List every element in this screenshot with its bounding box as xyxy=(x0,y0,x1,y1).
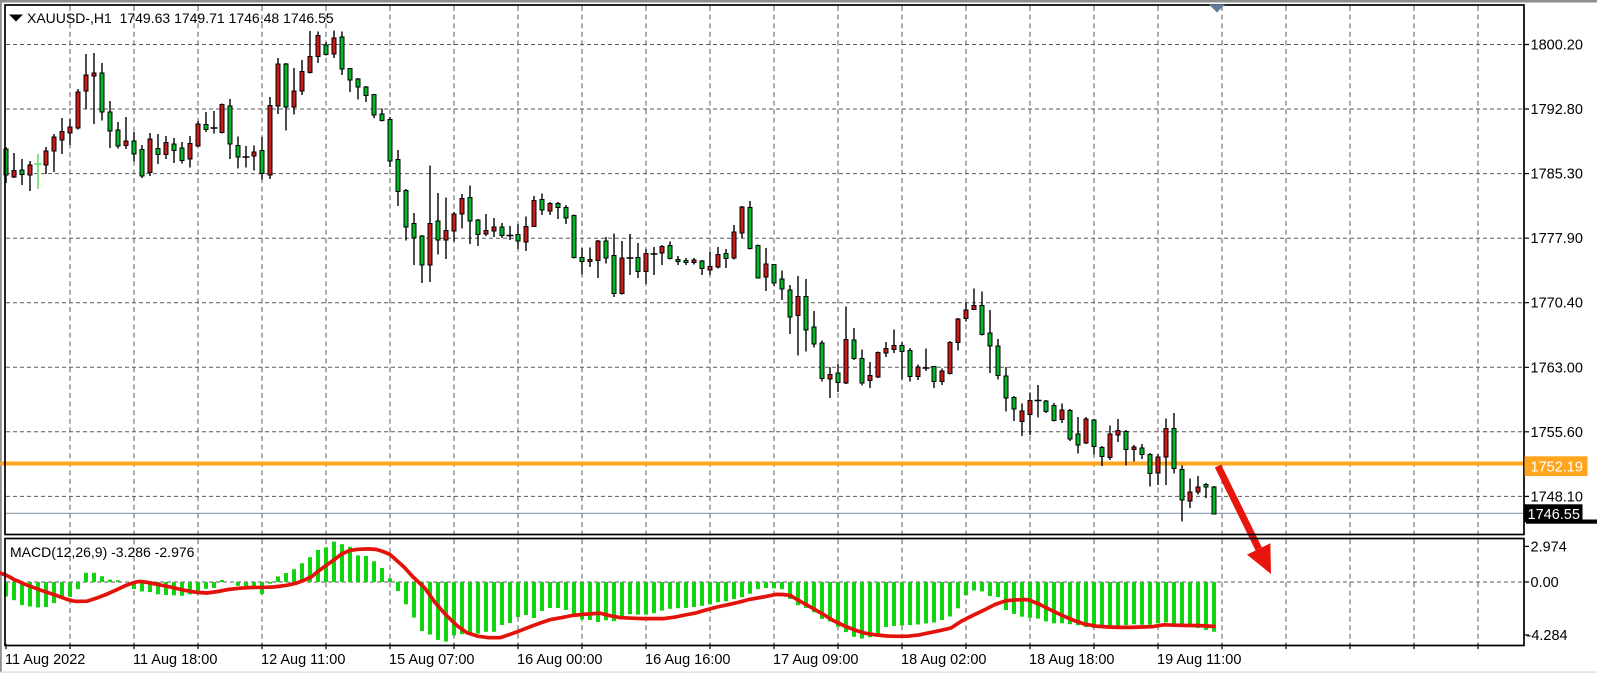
svg-text:18 Aug 18:00: 18 Aug 18:00 xyxy=(1029,652,1114,668)
svg-text:15 Aug 07:00: 15 Aug 07:00 xyxy=(389,652,474,668)
svg-text:16 Aug 00:00: 16 Aug 00:00 xyxy=(517,652,602,668)
svg-text:1748.10: 1748.10 xyxy=(1531,489,1583,505)
svg-text:19 Aug 11:00: 19 Aug 11:00 xyxy=(1157,652,1241,668)
svg-text:12 Aug 11:00: 12 Aug 11:00 xyxy=(261,652,345,668)
svg-text:11 Aug 18:00: 11 Aug 18:00 xyxy=(133,652,217,668)
svg-text:MACD(12,26,9) -3.286 -2.976: MACD(12,26,9) -3.286 -2.976 xyxy=(10,544,195,560)
svg-text:0.00: 0.00 xyxy=(1531,575,1559,591)
svg-text:1785.30: 1785.30 xyxy=(1531,167,1583,183)
svg-text:-4.284: -4.284 xyxy=(1527,628,1568,644)
svg-text:1800.20: 1800.20 xyxy=(1531,38,1583,54)
svg-text:1792.80: 1792.80 xyxy=(1531,102,1583,118)
svg-text:1752.19: 1752.19 xyxy=(1531,460,1583,476)
svg-text:18 Aug 02:00: 18 Aug 02:00 xyxy=(901,652,986,668)
svg-text:17 Aug 09:00: 17 Aug 09:00 xyxy=(773,652,858,668)
svg-text:2.974: 2.974 xyxy=(1531,539,1567,555)
svg-text:1746.55: 1746.55 xyxy=(1528,507,1580,523)
svg-text:1755.60: 1755.60 xyxy=(1531,425,1583,441)
svg-text:16 Aug 16:00: 16 Aug 16:00 xyxy=(645,652,730,668)
svg-text:11 Aug 2022: 11 Aug 2022 xyxy=(5,652,85,668)
svg-text:1777.90: 1777.90 xyxy=(1531,231,1583,247)
svg-text:XAUUSD-,H1 1749.63 1749.71 17: XAUUSD-,H1 1749.63 1749.71 1746.48 1746.… xyxy=(27,10,334,26)
svg-text:1763.00: 1763.00 xyxy=(1531,360,1583,376)
svg-text:1770.40: 1770.40 xyxy=(1531,296,1583,312)
